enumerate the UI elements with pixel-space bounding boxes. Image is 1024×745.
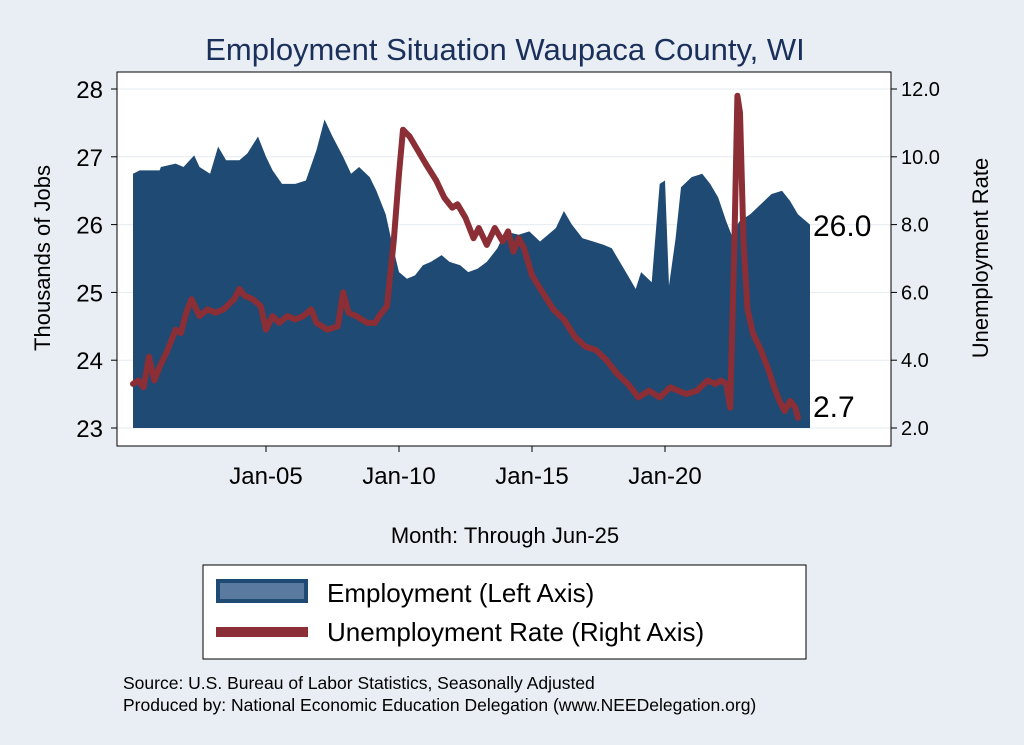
x-tick-label-Jan-20: Jan-20: [628, 463, 701, 490]
left-axis-title: Thousands of Jobs: [30, 165, 55, 351]
employment-end-label: 26.0: [813, 210, 871, 243]
left-tick-label-27: 27: [76, 145, 103, 172]
unemployment-line: [130, 92, 801, 421]
chart-title: Employment Situation Waupaca County, WI: [205, 32, 805, 67]
legend-label-employment: Employment (Left Axis): [327, 578, 594, 608]
left-tick-label-28: 28: [76, 77, 103, 104]
right-axis-ticks: 2.0 4.0 6.0 8.0 10.0 12.0: [891, 79, 940, 440]
left-axis-ticks: 23 24 25 26 27 28: [76, 77, 117, 443]
produced-by-note: Produced by: National Economic Education…: [123, 695, 756, 715]
unemployment-line-group: [130, 92, 801, 421]
left-tick-label-25: 25: [76, 280, 103, 307]
right-tick-label-4.0: 4.0: [901, 350, 929, 372]
x-axis-title: Month: Through Jun-25: [391, 523, 619, 548]
source-note: Source: U.S. Bureau of Labor Statistics,…: [123, 673, 595, 693]
right-tick-label-2.0: 2.0: [901, 418, 929, 440]
employment-area-group: [133, 119, 810, 428]
legend-label-unemployment: Unemployment Rate (Right Axis): [327, 617, 704, 647]
x-axis-ticks: Jan-05 Jan-10 Jan-15 Jan-20: [229, 446, 702, 490]
right-axis-title: Unemployment Rate: [968, 158, 993, 359]
legend-swatch-employment-inner: [220, 583, 304, 599]
employment-area: [133, 119, 810, 428]
right-tick-label-10.0: 10.0: [901, 147, 940, 169]
x-tick-label-Jan-05: Jan-05: [229, 463, 302, 490]
left-tick-label-24: 24: [76, 348, 103, 375]
left-tick-label-23: 23: [76, 416, 103, 443]
right-tick-label-12.0: 12.0: [901, 79, 940, 101]
legend: Employment (Left Axis) Unemployment Rate…: [202, 564, 807, 660]
unemployment-end-label: 2.7: [813, 391, 855, 424]
x-tick-label-Jan-10: Jan-10: [362, 463, 435, 490]
right-tick-label-6.0: 6.0: [901, 282, 929, 304]
right-tick-label-8.0: 8.0: [901, 215, 929, 237]
x-tick-label-Jan-15: Jan-15: [495, 463, 568, 490]
left-tick-label-26: 26: [76, 213, 103, 240]
